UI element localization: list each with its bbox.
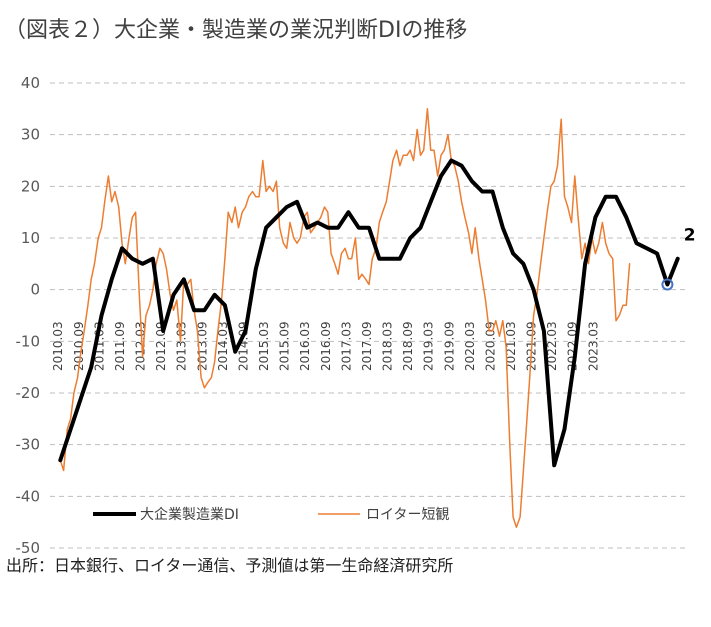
x-tick-label: 2011.09	[113, 321, 127, 371]
y-tick-label: 0	[30, 281, 40, 299]
x-tick-label: 2020.03	[463, 321, 477, 371]
series-line-large-manufacturers	[58, 158, 680, 468]
x-tick-label: 2015.09	[278, 321, 292, 371]
x-tick-label: 2023.03	[586, 321, 600, 371]
x-tick-label: 2013.09	[195, 321, 209, 371]
x-tick-label: 2018.09	[401, 321, 415, 371]
x-tick-label: 2022.03	[545, 321, 559, 371]
y-tick-label: 40	[21, 74, 40, 92]
y-tick-label: 10	[21, 229, 40, 247]
x-tick-label: 2021.03	[504, 321, 518, 371]
x-tick-label: 2010.03	[51, 321, 65, 371]
source-note: 出所：日本銀行、ロイター通信、予測値は第一生命経済研究所	[6, 556, 454, 575]
y-tick-label: -30	[16, 436, 41, 454]
y-tick-label: -50	[16, 539, 41, 557]
end-value-label: 2	[684, 226, 696, 246]
highlight-marker	[661, 278, 674, 291]
x-tick-label: 2014.03	[216, 321, 230, 371]
y-tick-label: -10	[16, 332, 41, 350]
legend-label: ロイター短観	[366, 506, 449, 523]
x-tick-label: 2010.09	[72, 321, 86, 371]
y-tick-label: 20	[21, 177, 40, 195]
x-tick-label: 2012.09	[154, 321, 168, 371]
x-tick-label: 2020.09	[483, 321, 497, 371]
x-tick-label: 2017.09	[360, 321, 374, 371]
x-tick-label: 2016.09	[319, 321, 333, 371]
y-tick-label: 30	[21, 126, 40, 144]
x-tick-label: 2014.09	[236, 321, 250, 371]
x-tick-label: 2018.03	[381, 321, 395, 371]
x-tick-label: 2016.03	[298, 321, 312, 371]
x-tick-label: 2019.09	[442, 321, 456, 371]
chart-title: （図表２）大企業・製造業の業況判断DIの推移	[4, 18, 468, 43]
y-tick-label: -20	[16, 384, 41, 402]
x-tick-label: 2015.03	[257, 321, 271, 371]
x-tick-label: 2017.03	[339, 321, 353, 371]
y-tick-label: -40	[16, 487, 41, 505]
series-line-reuters-tankan	[59, 108, 631, 529]
legend-label: 大企業製造業DI	[140, 506, 239, 523]
x-tick-label: 2013.03	[175, 321, 189, 371]
x-tick-label: 2019.03	[422, 321, 436, 371]
